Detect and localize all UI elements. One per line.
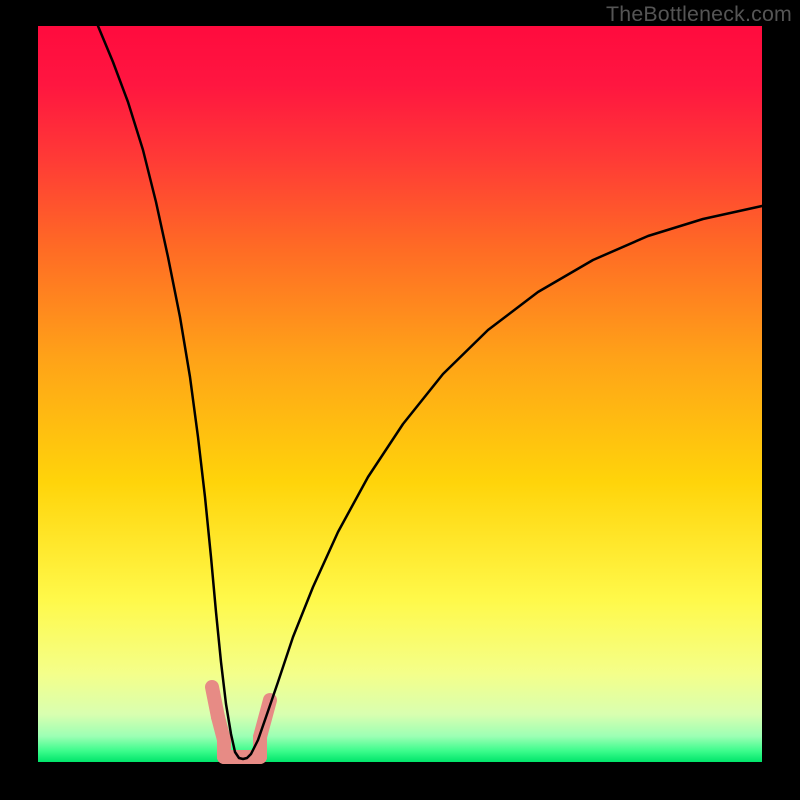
- plot-background: [38, 26, 762, 762]
- attribution-text: TheBottleneck.com: [606, 2, 792, 27]
- bottleneck-chart: [0, 0, 800, 800]
- stage: TheBottleneck.com: [0, 0, 800, 800]
